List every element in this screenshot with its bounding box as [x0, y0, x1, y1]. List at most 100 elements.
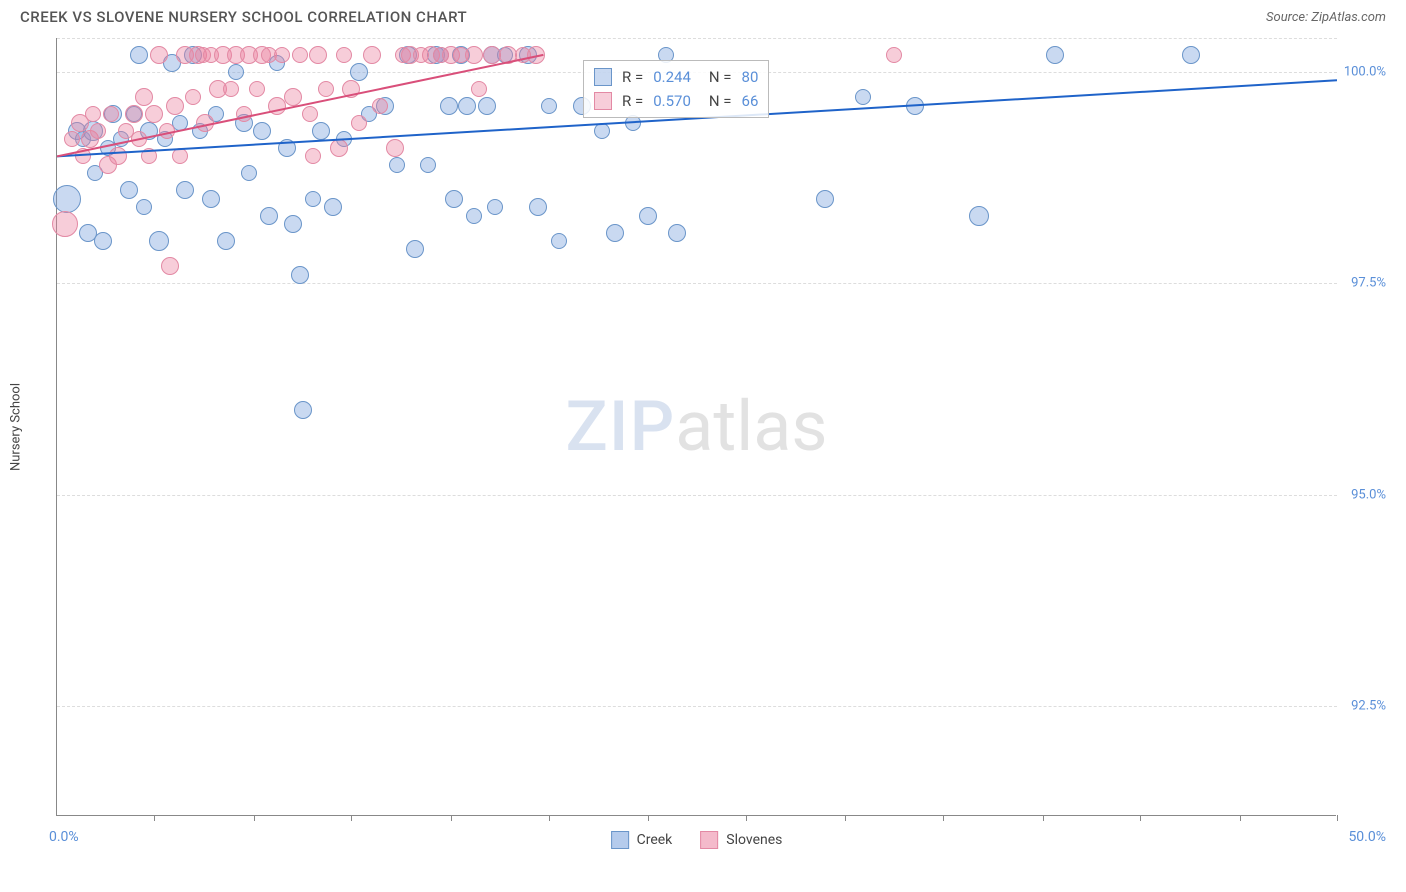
scatter-point	[53, 185, 81, 213]
scatter-point	[236, 106, 252, 122]
scatter-point	[126, 106, 142, 122]
chart-source: Source: ZipAtlas.com	[1266, 10, 1386, 25]
x-axis-label-max: 50.0%	[1348, 829, 1386, 845]
legend-label: Creek	[637, 832, 673, 848]
scatter-point	[1046, 46, 1064, 64]
scatter-point	[420, 157, 436, 173]
scatter-point	[499, 46, 517, 64]
scatter-point	[452, 46, 470, 64]
plot-wrap: Nursery School ZIPatlas 0.0% 50.0% Creek…	[56, 38, 1386, 816]
scatter-point	[241, 165, 257, 181]
legend-item: Slovenes	[700, 831, 782, 849]
scatter-point	[433, 47, 449, 63]
stats-row: R =0.244N =80	[594, 65, 758, 89]
scatter-point	[104, 105, 122, 123]
scatter-point	[309, 46, 327, 64]
gridline-h	[57, 283, 1337, 284]
scatter-point	[351, 115, 367, 131]
scatter-point	[118, 123, 134, 139]
scatter-point	[292, 47, 308, 63]
scatter-point	[208, 106, 224, 122]
scatter-point	[100, 140, 116, 156]
scatter-point	[312, 122, 330, 140]
scatter-point	[305, 148, 321, 164]
scatter-point	[87, 165, 103, 181]
scatter-point	[261, 47, 277, 63]
scatter-point	[389, 157, 405, 173]
scatter-point	[109, 147, 127, 165]
scatter-point	[816, 190, 834, 208]
scatter-point	[291, 266, 309, 284]
scatter-point	[606, 224, 624, 242]
scatter-point	[471, 81, 487, 97]
scatter-point	[302, 106, 318, 122]
scatter-point	[163, 54, 181, 72]
scatter-point	[223, 81, 239, 97]
scatter-point	[189, 46, 207, 64]
stats-box: R =0.244N =80R =0.570N =66	[583, 60, 769, 118]
scatter-point	[99, 156, 117, 174]
scatter-point	[324, 198, 342, 216]
scatter-point	[906, 97, 924, 115]
legend-label: Slovenes	[726, 832, 782, 848]
scatter-point	[172, 115, 188, 131]
scatter-point	[217, 232, 235, 250]
scatter-point	[445, 190, 463, 208]
chart-header: CREEK VS SLOVENE NURSERY SCHOOL CORRELAT…	[0, 0, 1406, 30]
scatter-point	[401, 46, 419, 64]
scatter-point	[140, 122, 158, 140]
legend: Creek Slovenes	[611, 831, 783, 849]
scatter-point	[483, 46, 501, 64]
legend-swatch	[611, 831, 629, 849]
legend-item: Creek	[611, 831, 673, 849]
stat-n-label: N =	[709, 65, 732, 89]
scatter-point	[196, 114, 214, 132]
gridline-h	[57, 38, 1337, 39]
scatter-point	[131, 131, 147, 147]
scatter-point	[529, 198, 547, 216]
stat-r-value: 0.244	[653, 65, 691, 89]
scatter-point	[145, 105, 163, 123]
trend-lines	[57, 38, 1337, 816]
scatter-point	[85, 106, 101, 122]
scatter-point	[336, 131, 352, 147]
scatter-point	[113, 131, 129, 147]
scatter-point	[68, 122, 86, 140]
scatter-point	[363, 46, 381, 64]
scatter-point	[372, 98, 388, 114]
scatter-point	[376, 97, 394, 115]
scatter-point	[330, 139, 348, 157]
scatter-point	[203, 47, 219, 63]
gridline-h	[57, 706, 1337, 707]
scatter-point	[274, 47, 290, 63]
scatter-point	[483, 46, 501, 64]
scatter-point	[278, 139, 296, 157]
scatter-point	[541, 98, 557, 114]
scatter-point	[149, 231, 169, 251]
scatter-point	[465, 46, 483, 64]
scatter-point	[253, 122, 271, 140]
scatter-point	[120, 181, 138, 199]
scatter-point	[440, 97, 458, 115]
scatter-point	[442, 46, 460, 64]
scatter-point	[413, 47, 429, 63]
scatter-point	[466, 208, 482, 224]
stat-n-label: N =	[709, 89, 732, 113]
scatter-point	[487, 199, 503, 215]
x-tick	[746, 815, 747, 821]
legend-swatch	[594, 68, 612, 86]
scatter-point	[75, 131, 91, 147]
y-tick-label: 92.5%	[1336, 699, 1386, 714]
scatter-point	[284, 215, 302, 233]
scatter-point	[969, 206, 989, 226]
scatter-point	[81, 130, 99, 148]
scatter-point	[150, 46, 168, 64]
scatter-point	[260, 207, 278, 225]
scatter-point	[166, 97, 184, 115]
scatter-point	[79, 224, 97, 242]
stat-n-value: 80	[742, 65, 759, 89]
scatter-point	[886, 47, 902, 63]
scatter-point	[172, 148, 188, 164]
scatter-point	[399, 46, 417, 64]
scatter-point	[141, 148, 157, 164]
